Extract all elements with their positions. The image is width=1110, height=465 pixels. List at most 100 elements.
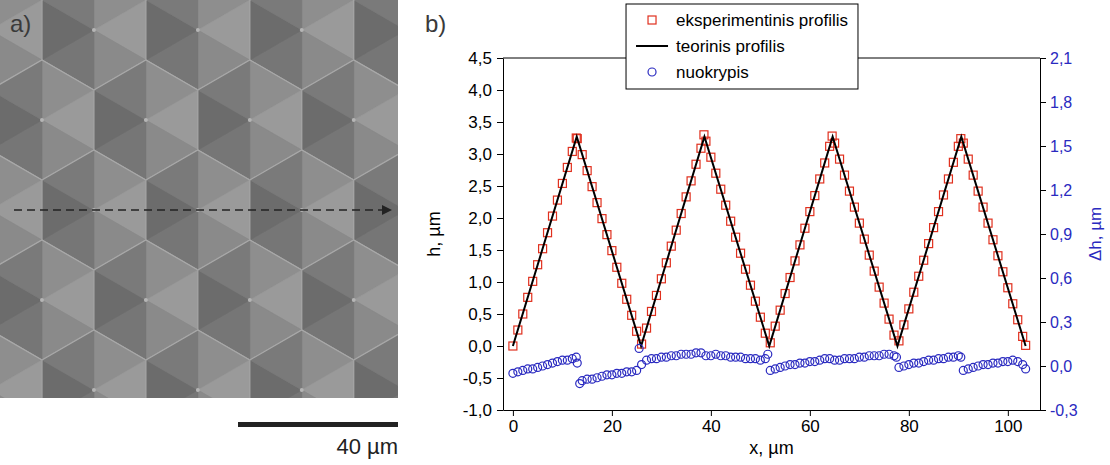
circle-point	[984, 361, 992, 369]
circle-point	[781, 362, 789, 370]
profile-arrow-head	[382, 205, 392, 215]
y2-tick: 0,3	[1040, 314, 1072, 331]
y2-tick: 1,5	[1040, 138, 1072, 155]
circle-point	[801, 359, 809, 367]
tick-mark	[497, 218, 503, 219]
hexagon-facet	[0, 390, 42, 398]
x-tick: 60	[801, 410, 820, 436]
tick-mark	[1040, 234, 1046, 235]
hexagon-apex	[352, 298, 356, 302]
legend-label: nuokrypis	[676, 63, 749, 82]
circle-point	[509, 369, 517, 377]
hexagon-facet	[0, 360, 42, 398]
tick-label: 3,0	[468, 145, 492, 164]
legend-box	[626, 4, 858, 89]
y-tick: 0,0	[468, 337, 503, 356]
hexagon-facet	[42, 0, 94, 30]
tick-mark	[1040, 146, 1046, 147]
hexagon-apex	[300, 28, 304, 32]
tick-mark	[1040, 366, 1046, 367]
hexagon-facet	[250, 150, 302, 210]
circle-point	[707, 352, 715, 360]
y2-axis-title: Δh, µm	[1086, 207, 1105, 261]
hexagon-apex	[352, 118, 356, 122]
hexagon-facet	[354, 330, 398, 390]
legend-symbol	[636, 45, 668, 47]
y2-tick: 1,8	[1040, 94, 1072, 111]
tick-mark	[497, 58, 503, 59]
y-axis: -1,0-0,50,00,51,01,52,02,53,03,54,04,5	[463, 49, 504, 420]
hexagon-edge	[42, 330, 146, 398]
tick-mark	[497, 410, 503, 411]
tick-label: 2,0	[468, 209, 492, 228]
circle-point	[930, 356, 938, 364]
y-axis-title: h, µm	[424, 211, 444, 256]
x-axis: 020406080100	[504, 410, 1041, 436]
y-tick: 4,5	[468, 49, 503, 68]
circle-point	[826, 355, 834, 363]
hexagon-apex	[300, 388, 304, 392]
circle-point	[672, 352, 680, 360]
tick-mark	[497, 282, 503, 283]
y-tick: 3,5	[468, 113, 503, 132]
tick-label: 0	[509, 417, 518, 436]
tick-mark	[497, 154, 503, 155]
tick-label: 0,0	[468, 337, 492, 356]
tick-mark	[497, 314, 503, 315]
tick-mark	[497, 250, 503, 251]
tick-mark	[1040, 190, 1046, 191]
circle-point	[959, 366, 967, 374]
y-tick: 4,0	[468, 81, 503, 100]
y2-tick: 0,0	[1040, 358, 1072, 375]
circle-point	[573, 359, 581, 367]
panel-label: a)	[10, 10, 31, 37]
y-tick: 1,0	[468, 273, 503, 292]
hexagon-facet	[250, 330, 302, 390]
axis-line	[503, 59, 504, 411]
circle-point	[687, 350, 695, 358]
circle-point	[608, 371, 616, 379]
hexagon-apex	[196, 388, 200, 392]
x-tick: 40	[702, 410, 721, 436]
hexagon-apex	[248, 298, 252, 302]
hexagon-facet	[302, 390, 354, 398]
circle-point	[722, 352, 730, 360]
hexagon-apex	[144, 118, 148, 122]
hexagon-facet	[0, 240, 42, 300]
hexagon-edge	[0, 330, 42, 398]
circle-point	[1009, 356, 1017, 364]
profile-arrow	[14, 209, 382, 211]
tick-mark	[810, 410, 811, 416]
x-tick: 100	[994, 410, 1022, 436]
tick-label: 0,0	[1050, 358, 1072, 375]
line	[513, 137, 1026, 346]
circle-point	[553, 358, 561, 366]
circle-point	[766, 366, 774, 374]
circle-point	[939, 355, 947, 363]
circle-point	[578, 377, 586, 385]
hexagon-facet	[94, 360, 146, 398]
tick-label: 1,2	[1050, 182, 1072, 199]
circle-point	[920, 358, 928, 366]
hexagon-facet	[302, 360, 354, 398]
tick-label: 60	[801, 417, 820, 436]
tick-label: 0,3	[1050, 314, 1072, 331]
hexagon-facet	[354, 150, 398, 210]
tick-mark	[497, 122, 503, 123]
scale-bar-label: 40 µm	[336, 434, 398, 459]
circle-point	[900, 362, 908, 370]
circle-point	[969, 363, 977, 371]
tick-label: 80	[900, 417, 919, 436]
series-0	[509, 131, 1030, 350]
series-2	[509, 344, 1030, 387]
legend-label: teorinis profilis	[676, 37, 785, 56]
tick-mark	[711, 410, 712, 416]
tick-mark	[1040, 278, 1046, 279]
tick-label: 0,5	[468, 305, 492, 324]
hexagon-facet	[42, 330, 94, 390]
hexagon-facet	[198, 60, 250, 120]
circle-point	[638, 361, 646, 369]
tick-mark	[497, 346, 503, 347]
hexagon-facet	[94, 390, 146, 398]
hexagon-edge	[354, 330, 398, 398]
